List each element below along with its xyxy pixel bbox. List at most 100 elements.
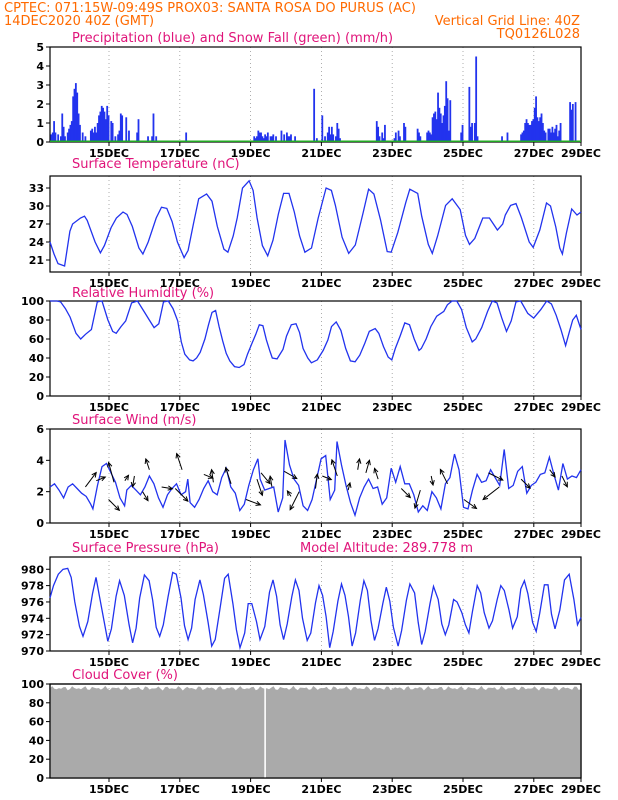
precip-bar	[119, 113, 122, 142]
precip-bar	[275, 136, 277, 142]
precip-bar	[110, 121, 113, 142]
wind-arrow-head	[314, 472, 320, 480]
wind-arrow-head	[107, 461, 113, 468]
y-tick-label: 980	[21, 563, 44, 576]
precip-bar	[430, 134, 433, 142]
precip-bar	[541, 123, 544, 142]
x-tick-label: 23DEC	[372, 783, 412, 796]
precip-bar	[377, 126, 380, 142]
wind-title: Surface Wind (m/s)	[72, 413, 196, 428]
wind-arrow-head	[182, 496, 189, 502]
precip-bar	[290, 134, 292, 142]
y-tick-label: 27	[29, 218, 44, 231]
precip-bar	[426, 132, 429, 142]
wind-arrow-head	[439, 468, 445, 475]
precip-bar	[337, 128, 340, 142]
panel-frame	[49, 556, 582, 652]
precip-bar	[84, 136, 87, 142]
precip-bar	[261, 136, 264, 142]
precip-bar	[152, 113, 155, 142]
precip-bar	[137, 119, 140, 142]
wind-arrow-shaft	[315, 474, 318, 489]
precip-bar	[393, 138, 396, 142]
precip-bar	[339, 138, 341, 142]
x-tick-label: 23DEC	[372, 147, 412, 160]
pressure-panel: Surface Pressure (hPa) Model Altitude: 2…	[21, 541, 601, 669]
panel-frame	[49, 428, 582, 524]
precip-bar	[74, 83, 77, 142]
precip-bar	[266, 132, 269, 142]
precip-bar	[399, 136, 401, 142]
precip-bar	[529, 124, 532, 142]
precip-bar	[59, 136, 62, 142]
precip-bar	[280, 130, 283, 142]
panel-frame	[49, 683, 582, 779]
x-tick-label: 15DEC	[89, 783, 129, 796]
precip-bar	[125, 117, 128, 142]
wind-arrow-shaft	[430, 475, 434, 486]
precip-bar	[79, 124, 81, 142]
precip-bar	[543, 130, 546, 142]
x-tick-label: 15DEC	[89, 401, 129, 414]
precip-bar	[536, 117, 539, 142]
precip-bar	[76, 92, 79, 142]
wind-arrow-shaft	[463, 499, 477, 509]
precip-bar	[326, 132, 329, 142]
precip-bar	[54, 132, 57, 142]
precip-bar	[431, 117, 434, 142]
precip-bar	[397, 130, 400, 142]
x-tick-label: 29DEC	[561, 783, 601, 796]
precip-bar	[533, 107, 536, 142]
temperature-title: Surface Temperature (nC)	[72, 157, 240, 172]
precip-bar	[528, 124, 531, 142]
precip-bar	[532, 119, 535, 142]
x-tick-label: 23DEC	[372, 656, 412, 669]
precip-bar	[461, 124, 464, 142]
precip-bar	[271, 136, 273, 142]
wind-arrow-head	[144, 457, 150, 464]
precip-bar	[522, 130, 525, 142]
x-tick-label: 19DEC	[231, 656, 271, 669]
precip-bar	[539, 117, 542, 142]
panel-frame	[49, 300, 582, 397]
precip-bar	[147, 136, 149, 142]
precip-bar	[77, 113, 80, 142]
wind-arrow-head	[268, 475, 274, 482]
precip-bar	[449, 100, 452, 142]
temp-line	[49, 179, 582, 267]
precip-bar	[98, 115, 100, 142]
y-tick-label: 33	[29, 182, 44, 195]
cloud-cover-panel: Cloud Cover (%) 0 20 40 60 80 100 15DEC 17DEC 19…	[21, 668, 601, 796]
precip-bar	[445, 81, 448, 142]
precip-bar	[117, 134, 119, 142]
precip-bar	[91, 128, 94, 142]
wind-arrow-head	[356, 457, 362, 464]
wind-arrow-head	[91, 471, 97, 478]
y-tick-label: 24	[29, 236, 45, 249]
wind-arrow-shaft	[108, 499, 120, 511]
precip-bar	[53, 121, 55, 142]
wind-arrow-head	[123, 474, 130, 481]
wind-arrow-shaft	[561, 475, 568, 488]
precip-bar	[185, 132, 188, 142]
x-tick-label: 17DEC	[160, 528, 200, 541]
wind-arrow-head	[286, 490, 292, 496]
precip-bar	[81, 132, 84, 142]
precip-bar	[469, 126, 472, 142]
x-tick-label: 27DEC	[514, 401, 554, 414]
precip-bar	[89, 130, 92, 142]
wind-arrow-head	[130, 481, 136, 488]
precip-bar	[506, 132, 509, 142]
wind-arrow-shaft	[174, 488, 189, 502]
y-tick-label: 100	[21, 295, 44, 308]
precip-bar	[527, 123, 529, 142]
wind-arrow-shaft	[347, 482, 351, 491]
wind-arrow-shaft	[400, 488, 411, 498]
wind-arrow-head	[175, 452, 181, 459]
x-tick-label: 29DEC	[561, 277, 601, 290]
precip-bar	[437, 92, 439, 142]
precip-bar	[51, 132, 54, 142]
y-tick-label: 0	[36, 517, 44, 530]
precip-bar	[574, 102, 577, 142]
x-tick-label: 29DEC	[561, 528, 601, 541]
